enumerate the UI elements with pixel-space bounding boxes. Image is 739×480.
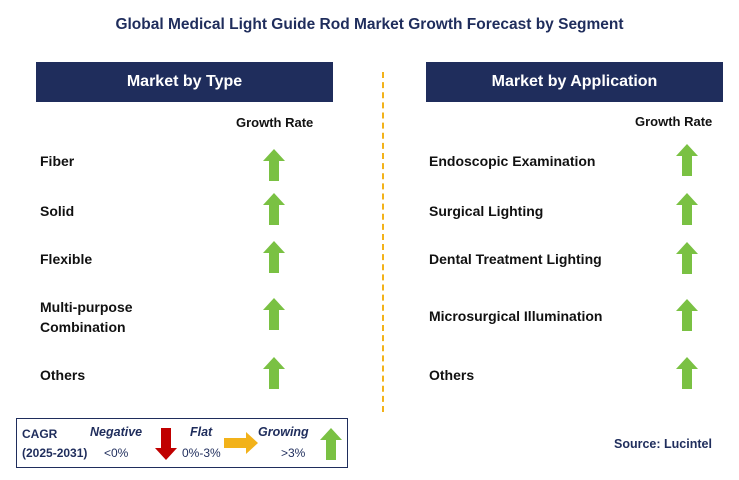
arrow-up-icon (320, 428, 342, 460)
legend-growing-value: >3% (281, 446, 306, 460)
legend-growing-label: Growing (258, 425, 309, 439)
legend-negative-label: Negative (90, 425, 143, 439)
arrow-up-icon (676, 242, 698, 274)
application-row-label-dental: Dental Treatment Lighting (429, 251, 602, 267)
legend-period: (2025-2031) (22, 446, 88, 460)
arrow-up-icon (676, 144, 698, 176)
type-row-label-multipurpose: Multi-purpose Combination (40, 299, 133, 335)
type-growth-rate-label: Growth Rate (236, 115, 314, 130)
type-row-label-others: Others (40, 367, 86, 383)
application-growth-rate-label: Growth Rate (635, 114, 713, 129)
legend-flat-label: Flat (190, 425, 213, 439)
arrow-up-icon (676, 299, 698, 331)
arrow-up-icon (263, 298, 285, 330)
arrow-up-icon (263, 357, 285, 389)
arrow-up-icon (676, 193, 698, 225)
arrow-up-icon (263, 241, 285, 273)
legend-flat-value: 0%-3% (182, 446, 221, 460)
arrow-up-icon (676, 357, 698, 389)
application-row-label-endoscopic: Endoscopic Examination (429, 153, 596, 169)
page-title: Global Medical Light Guide Rod Market Gr… (115, 16, 624, 33)
panel-divider (382, 72, 384, 412)
arrow-right-icon (224, 432, 258, 454)
application-panel-header: Market by Application (426, 62, 723, 102)
application-row-label-others: Others (429, 367, 475, 383)
application-row-label-surgical: Surgical Lighting (429, 203, 544, 219)
application-row-label-microsurgical: Microsurgical Illumination (429, 308, 603, 324)
legend-box (16, 418, 348, 468)
type-row-label-flexible: Flexible (40, 251, 93, 267)
arrow-down-icon (155, 428, 177, 460)
arrow-up-icon (263, 149, 285, 181)
type-panel-header: Market by Type (36, 62, 333, 102)
arrow-up-icon (263, 193, 285, 225)
source-label: Source: Lucintel (614, 437, 712, 451)
legend-cagr-label: CAGR (22, 427, 58, 441)
type-row-label-solid: Solid (40, 203, 75, 219)
legend-negative-value: <0% (104, 446, 129, 460)
type-row-label-fiber: Fiber (40, 153, 75, 169)
